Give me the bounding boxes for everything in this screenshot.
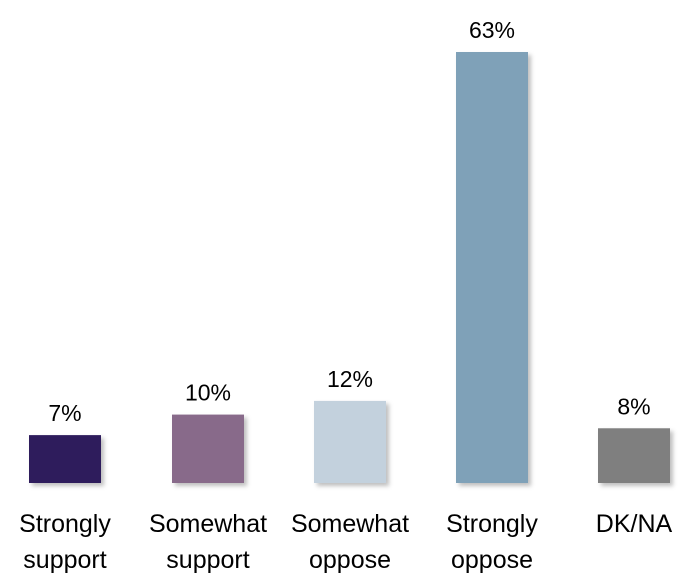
category-label-1-line-0: Somewhat — [149, 510, 267, 538]
data-label-3: 63% — [469, 17, 515, 43]
category-label-3-line-0: Strongly — [446, 510, 538, 538]
bar-0 — [29, 435, 101, 483]
category-label-1-line-1: support — [166, 546, 249, 574]
category-label-4-line-0: DK/NA — [596, 510, 673, 538]
bars-layer — [29, 52, 670, 483]
bar-3 — [456, 52, 528, 483]
category-label-0-line-1: support — [23, 546, 106, 574]
bar-4 — [598, 428, 670, 483]
data-label-4: 8% — [617, 393, 650, 419]
data-label-0: 7% — [48, 400, 81, 426]
category-label-2-line-0: Somewhat — [291, 510, 409, 538]
category-label-0-line-0: Strongly — [19, 510, 111, 538]
value-labels-layer: 7% 10% 12% 63% 8% — [48, 17, 650, 426]
data-label-2: 12% — [327, 366, 373, 392]
category-label-2-line-1: oppose — [309, 546, 391, 574]
category-label-3-line-1: oppose — [451, 546, 533, 574]
category-labels-layer: Strongly support Somewhat support Somewhat op… — [19, 510, 672, 574]
bar-2 — [314, 400, 386, 483]
data-label-1: 10% — [185, 380, 231, 406]
bar-1 — [172, 414, 244, 483]
